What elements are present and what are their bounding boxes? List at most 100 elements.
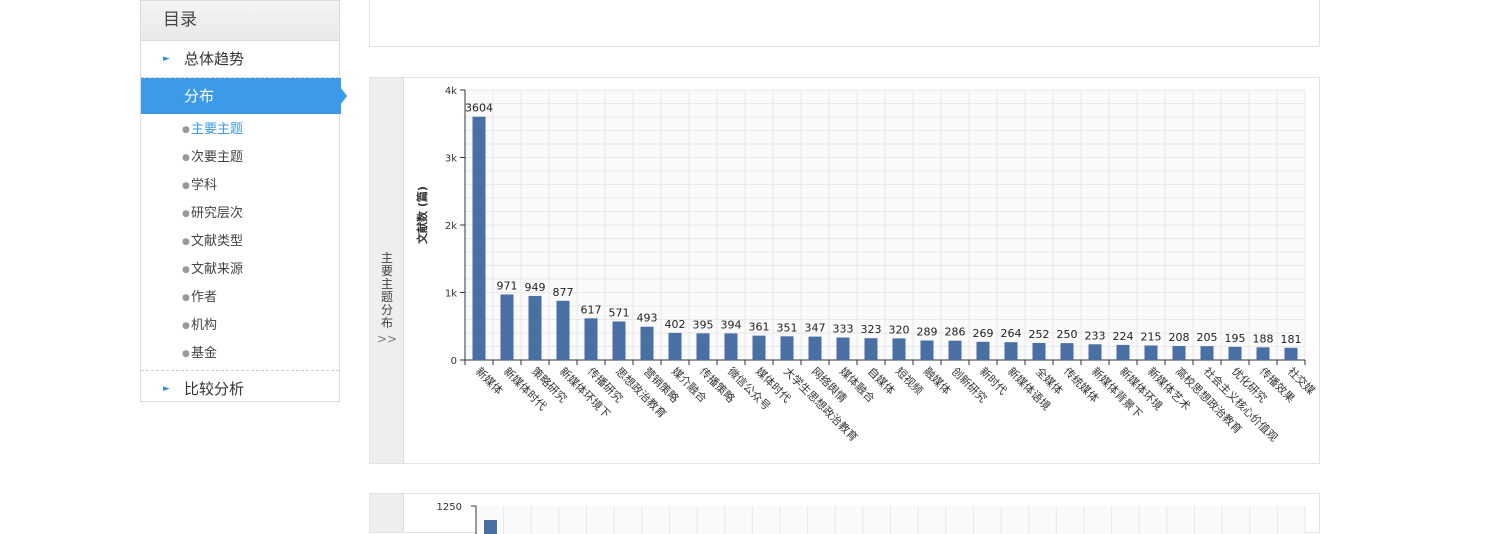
sidebar-item-label: 分布 xyxy=(184,87,215,105)
bar xyxy=(612,321,626,360)
bar-value-label: 233 xyxy=(1085,329,1106,342)
expand-chevron-icon[interactable]: >> xyxy=(376,332,398,346)
y-axis-title: 文献数 (篇) xyxy=(415,186,429,244)
bullet-icon: ● xyxy=(182,181,190,191)
bar-value-label: 269 xyxy=(973,327,994,340)
sidebar-title: 目录 xyxy=(141,1,339,41)
bar xyxy=(668,332,682,360)
bar-value-label: 493 xyxy=(637,312,658,325)
submenu-item-author[interactable]: ● 作者 xyxy=(141,284,339,312)
bar-value-label: 208 xyxy=(1169,331,1190,344)
submenu-label: 文献类型 xyxy=(191,234,244,249)
sidebar-item-distribution[interactable]: 分布 xyxy=(141,78,347,114)
bar-value-label: 361 xyxy=(749,321,770,334)
bar xyxy=(920,340,934,360)
bar-value-label: 252 xyxy=(1029,328,1050,341)
bar xyxy=(1228,346,1242,360)
bullet-icon: ● xyxy=(182,265,190,275)
bar-value-label: 402 xyxy=(665,318,686,331)
bar xyxy=(640,326,654,360)
bullet-icon: ● xyxy=(182,321,190,331)
y-tick-label: 1k xyxy=(445,289,457,300)
bullet-icon: ● xyxy=(182,237,190,247)
bullet-icon: ● xyxy=(182,293,190,303)
sidebar-item-trend[interactable]: ► 总体趋势 xyxy=(141,41,339,77)
bar-value-label: 333 xyxy=(833,323,854,336)
main-topic-chart-panel: 主要主题分布 >> 0 1k 2k 3k 4k 文献数 (篇) 3604 新媒体 971 新媒体时… xyxy=(369,77,1320,464)
bar-value-label: 323 xyxy=(861,323,882,336)
bar-value-label: 195 xyxy=(1225,332,1246,345)
bar-value-label: 188 xyxy=(1253,332,1274,345)
sidebar-item-compare[interactable]: ► 比较分析 xyxy=(141,371,339,407)
submenu-item-doc-source[interactable]: ● 文献来源 xyxy=(141,256,339,284)
y-tick-label: 2k xyxy=(445,221,457,232)
y-tick-label: 4k xyxy=(445,86,457,97)
bar xyxy=(472,116,486,360)
bar xyxy=(976,341,990,360)
chart-side-tab[interactable]: 主要主题分布 >> xyxy=(370,78,404,463)
submenu-item-secondary-topic[interactable]: ● 次要主题 xyxy=(141,144,339,172)
submenu-label: 研究层次 xyxy=(191,206,244,221)
sidebar-item-label: 总体趋势 xyxy=(184,50,245,68)
bullet-icon: ● xyxy=(182,209,190,219)
chart-side-tab-label: 主要主题分布 xyxy=(380,251,393,330)
bar-value-label: 617 xyxy=(581,303,602,316)
bar xyxy=(1200,346,1214,360)
bar xyxy=(752,335,766,360)
bar xyxy=(892,338,906,360)
bar-value-label: 394 xyxy=(721,318,742,331)
bar xyxy=(1172,345,1186,360)
sidebar-nav: 目录 ► 总体趋势 分布 ● 主要主题 ● 次要主题 ● 学科 ● 研究层次 ● 文献类型… xyxy=(140,0,347,402)
submenu-label: 机构 xyxy=(191,318,218,333)
caret-right-icon: ► xyxy=(163,384,170,394)
bar xyxy=(556,300,570,360)
submenu-item-subject[interactable]: ● 学科 xyxy=(141,172,339,200)
y-tick-label: 0 xyxy=(451,356,457,367)
bar xyxy=(528,295,542,360)
bar-value-label: 347 xyxy=(805,322,826,335)
distribution-submenu: ● 主要主题 ● 次要主题 ● 学科 ● 研究层次 ● 文献类型 ● 文献来源 ● 作者 ● 机… xyxy=(141,116,339,368)
bar-value-label: 949 xyxy=(525,281,546,294)
bar-value-label: 286 xyxy=(945,326,966,339)
bar xyxy=(584,318,598,360)
submenu-item-main-topic[interactable]: ● 主要主题 xyxy=(141,116,339,144)
submenu-label: 文献来源 xyxy=(191,262,244,277)
submenu-label: 次要主题 xyxy=(191,150,244,165)
bar xyxy=(780,336,794,360)
next-chart-panel: 1250 xyxy=(369,493,1320,534)
bar xyxy=(864,338,878,360)
bar xyxy=(1116,344,1130,360)
bar xyxy=(484,520,497,534)
bar xyxy=(1032,342,1046,360)
previous-chart-panel xyxy=(369,0,1320,47)
bar-value-label: 971 xyxy=(497,279,518,292)
bar-value-label: 877 xyxy=(553,286,574,299)
bar-value-label: 289 xyxy=(917,325,938,338)
bar xyxy=(1060,343,1074,360)
bar xyxy=(696,333,710,360)
submenu-label: 基金 xyxy=(191,346,218,361)
bar-value-label: 320 xyxy=(889,323,910,336)
bar-value-label: 224 xyxy=(1113,330,1134,343)
bar-value-label: 264 xyxy=(1001,327,1022,340)
bar-value-label: 181 xyxy=(1281,333,1302,346)
bar xyxy=(808,336,822,360)
bar-value-label: 215 xyxy=(1141,330,1162,343)
divider xyxy=(141,77,339,78)
y-tick-label: 3k xyxy=(445,154,457,165)
submenu-label: 作者 xyxy=(191,290,218,305)
next-chart-partial: 1250 xyxy=(437,502,1306,534)
submenu-item-fund[interactable]: ● 基金 xyxy=(141,340,339,368)
bar-value-label: 351 xyxy=(777,321,798,334)
submenu-item-doc-type[interactable]: ● 文献类型 xyxy=(141,228,339,256)
x-tick-label: 短视频 xyxy=(893,364,926,397)
submenu-item-research-level[interactable]: ● 研究层次 xyxy=(141,200,339,228)
bar xyxy=(1004,342,1018,360)
bar-value-label: 571 xyxy=(609,306,630,319)
divider xyxy=(141,370,339,371)
submenu-item-institution[interactable]: ● 机构 xyxy=(141,312,339,340)
bar xyxy=(724,333,738,360)
bullet-icon: ● xyxy=(182,153,190,163)
sidebar-item-label: 比较分析 xyxy=(184,380,245,398)
